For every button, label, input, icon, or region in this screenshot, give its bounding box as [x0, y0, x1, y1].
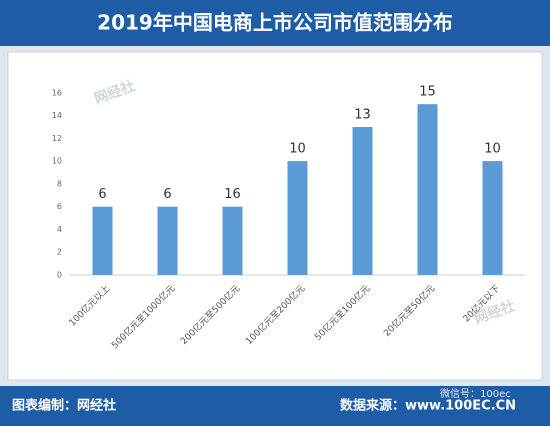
- footer-right: 数据来源：www.100EC.CN: [340, 398, 516, 414]
- bar: [222, 206, 243, 275]
- y-tick-label: 16: [52, 88, 62, 97]
- bar: [417, 104, 438, 276]
- y-tick-label: 14: [52, 111, 62, 120]
- bar: [287, 161, 308, 275]
- bar: [482, 161, 503, 275]
- chart-title: 2019年中国电商上市公司市值范围分布: [97, 11, 453, 35]
- y-tick-label: 2: [57, 248, 62, 257]
- y-tick-label: 0: [57, 271, 62, 280]
- bar: [352, 126, 373, 275]
- data-label: 16: [224, 187, 241, 202]
- y-tick-label: 10: [52, 157, 62, 166]
- chart-area: [7, 51, 543, 381]
- data-label: 13: [354, 107, 371, 122]
- data-label: 6: [98, 187, 106, 202]
- data-label: 10: [289, 142, 306, 157]
- title-bar: [0, 0, 550, 46]
- y-tick-label: 6: [57, 202, 62, 211]
- footer-left: 图表编制：网经社: [12, 398, 116, 414]
- y-tick-label: 4: [57, 225, 62, 234]
- bar: [92, 206, 113, 275]
- footer-bar: [0, 386, 550, 426]
- data-label: 10: [484, 142, 501, 157]
- data-label: 15: [419, 85, 436, 100]
- footer-watermark: 微信号：100ec: [440, 387, 511, 400]
- y-tick-label: 8: [57, 179, 62, 188]
- bar: [157, 206, 178, 275]
- data-label: 6: [163, 187, 171, 202]
- y-tick-label: 12: [52, 134, 62, 143]
